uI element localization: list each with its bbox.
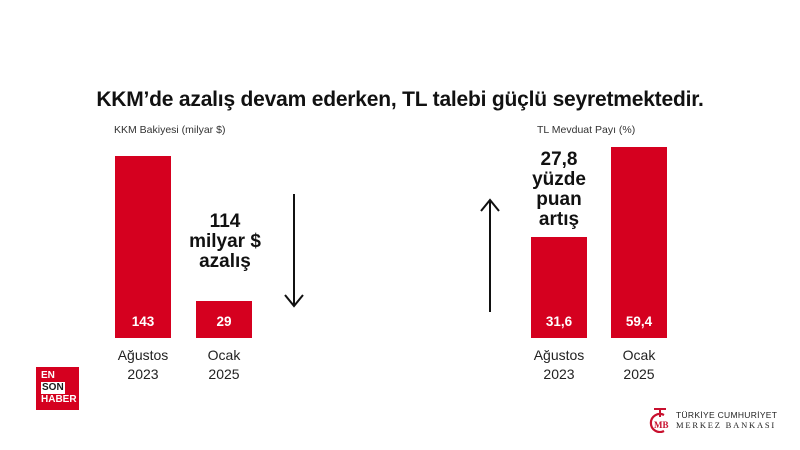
annotation-desc: azalış xyxy=(199,251,251,272)
bar-tl-jan-2025: 59,4 xyxy=(611,147,667,338)
category-label-jan-2025: Ocak 2025 xyxy=(594,346,684,384)
category-year: 2023 xyxy=(127,366,159,382)
bar-value-label: 143 xyxy=(131,314,155,329)
bar-tl-aug-2023: 31,6 xyxy=(531,237,587,338)
category-month: Ocak xyxy=(207,347,241,363)
decrease-annotation: 114 milyar $ azalış xyxy=(170,212,280,272)
annotation-desc: artış xyxy=(538,209,580,230)
category-label-aug-2023: Ağustos 2023 xyxy=(98,346,188,384)
category-label-jan-2025: Ocak 2025 xyxy=(179,346,269,384)
annotation-unit: puan xyxy=(536,189,582,210)
tcmb-emblem-icon: MB xyxy=(649,408,669,433)
increase-annotation: 27,8 yüzde puan artış xyxy=(514,150,604,230)
category-label-aug-2023: Ağustos 2023 xyxy=(514,346,604,384)
up-arrow-icon xyxy=(480,198,500,312)
bar-value-label: 59,4 xyxy=(625,314,653,329)
category-month: Ağustos xyxy=(533,347,585,363)
annotation-unit: milyar $ xyxy=(189,231,261,252)
tcmb-logo: MB TÜRKİYE CUMHURİYET MERKEZ BANKASI xyxy=(648,407,777,433)
category-year: 2023 xyxy=(543,366,575,382)
svg-text:MB: MB xyxy=(654,420,669,430)
tcmb-line2: MERKEZ BANKASI xyxy=(676,420,777,430)
chart-title: KKM’de azalış devam ederken, TL talebi g… xyxy=(96,88,704,111)
bar-value-label: 31,6 xyxy=(545,314,573,329)
category-year: 2025 xyxy=(623,366,655,382)
annotation-value: 27,8 xyxy=(540,149,578,170)
category-month: Ağustos xyxy=(117,347,169,363)
ensonhaber-logo: EN SON HABER xyxy=(36,367,79,410)
down-arrow-icon xyxy=(284,194,304,308)
right-chart-subtitle: TL Mevduat Payı (%) xyxy=(537,124,636,136)
annotation-unit: yüzde xyxy=(532,169,586,190)
annotation-value: 114 xyxy=(209,211,241,232)
logo-text: EN xyxy=(41,370,55,381)
logo-text: SON xyxy=(41,382,65,394)
category-year: 2025 xyxy=(208,366,240,382)
bar-kkm-aug-2023: 143 xyxy=(115,156,171,338)
bar-value-label: 29 xyxy=(216,314,232,329)
left-chart-subtitle: KKM Bakiyesi (milyar $) xyxy=(114,124,226,136)
tcmb-line1: TÜRKİYE CUMHURİYET xyxy=(676,410,778,420)
logo-text: HABER xyxy=(41,394,77,405)
bar-kkm-jan-2025: 29 xyxy=(196,301,252,338)
category-month: Ocak xyxy=(622,347,656,363)
